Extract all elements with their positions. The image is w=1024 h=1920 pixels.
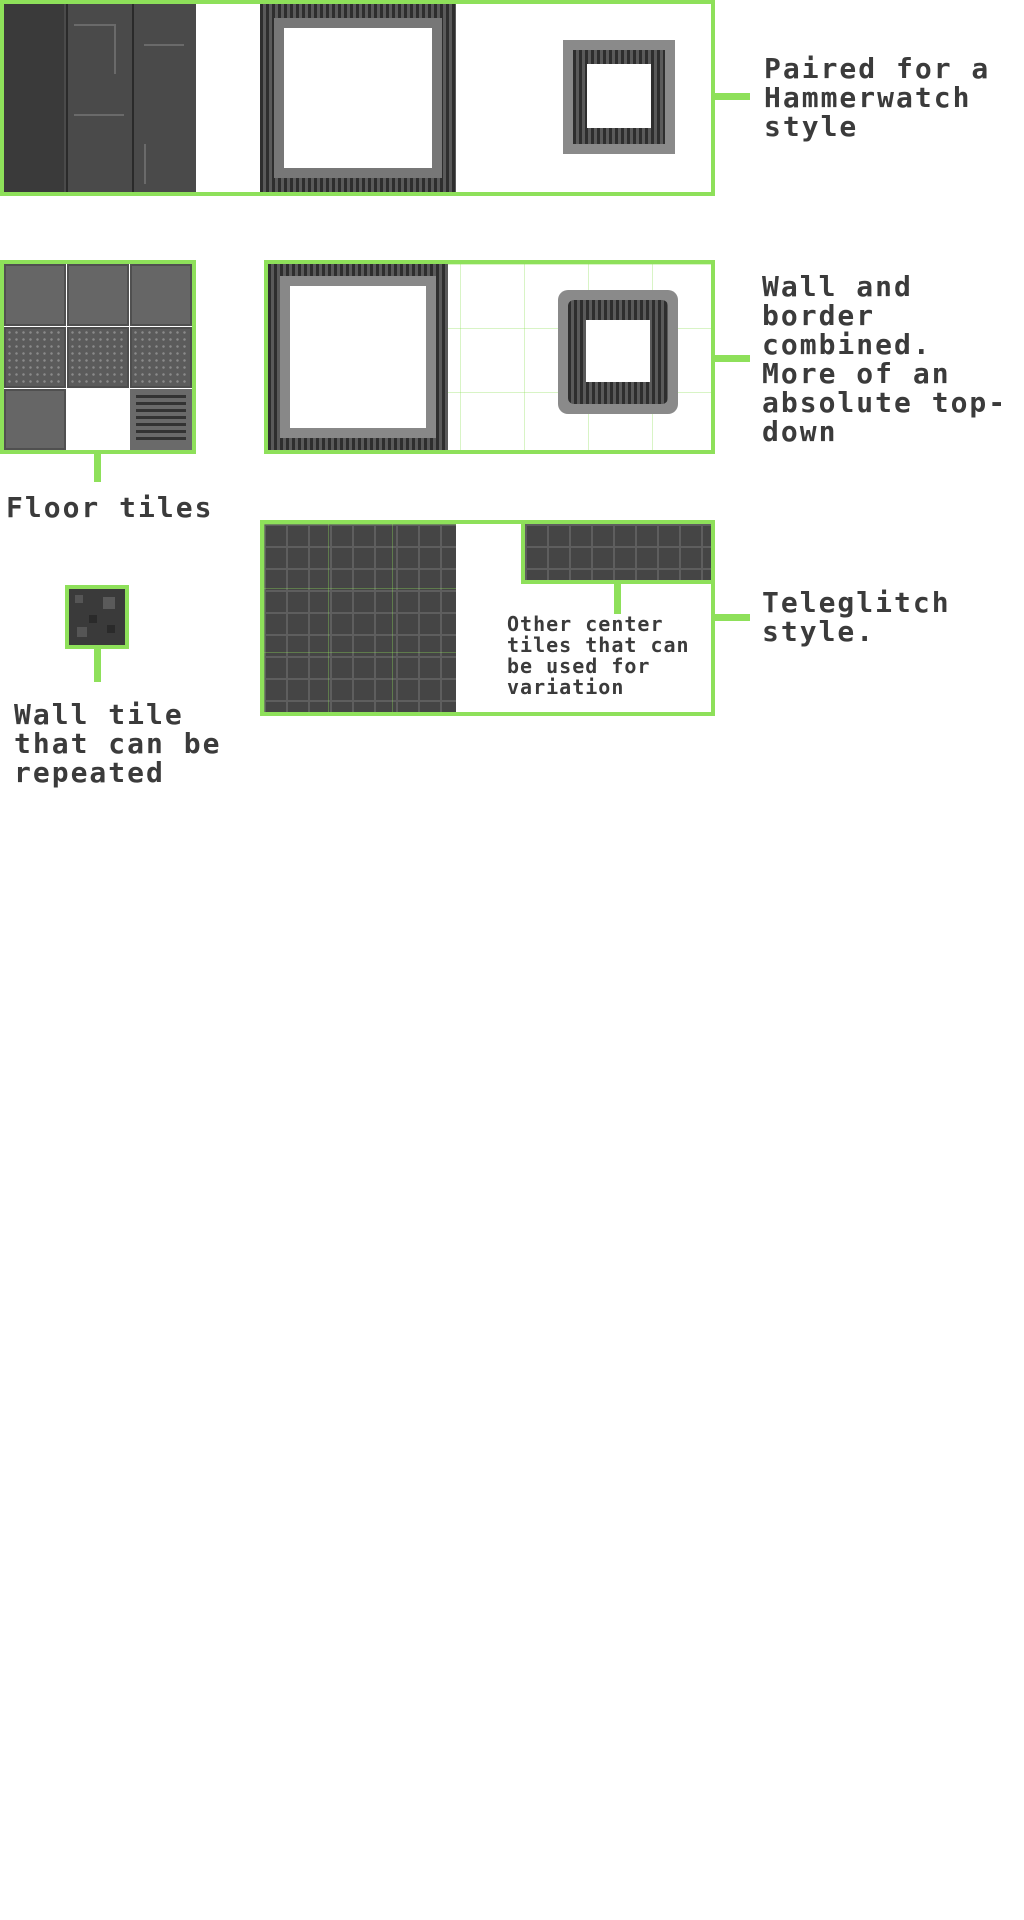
wall-tile (69, 589, 125, 645)
teleglitch-connector (715, 614, 750, 621)
wall-border-label: Wall and border combined. More of an abs… (762, 270, 1008, 448)
teleglitch-frame (260, 520, 715, 716)
wall-tile-label: Wall tile that can be repeated (14, 698, 222, 789)
teleglitch-main-tile (264, 524, 456, 712)
floor-tiles-connector (94, 454, 101, 482)
wall-border-large-tile (268, 264, 448, 450)
hammerwatch-frame (0, 0, 715, 196)
floor-tiles-frame (0, 260, 196, 454)
wall-border-small-tile (558, 290, 678, 414)
floor-tiles-label: Floor tiles (6, 491, 214, 524)
center-tiles-connector (614, 584, 621, 614)
hammerwatch-border-small (563, 40, 675, 154)
teleglitch-center-tiles (521, 520, 715, 584)
other-center-label: Other center tiles that can be used for … (507, 612, 690, 699)
teleglitch-label: Teleglitch style. (762, 586, 951, 648)
wall-tile-frame (65, 585, 129, 649)
hammerwatch-wall-tiles (4, 4, 196, 192)
hammerwatch-border-large (260, 4, 456, 192)
hammerwatch-label: Paired for a Hammerwatch style (764, 52, 991, 143)
wall-tile-connector (94, 649, 101, 682)
hammerwatch-connector (715, 93, 750, 100)
wall-border-connector (715, 355, 750, 362)
floor-tiles-grid (4, 264, 192, 450)
